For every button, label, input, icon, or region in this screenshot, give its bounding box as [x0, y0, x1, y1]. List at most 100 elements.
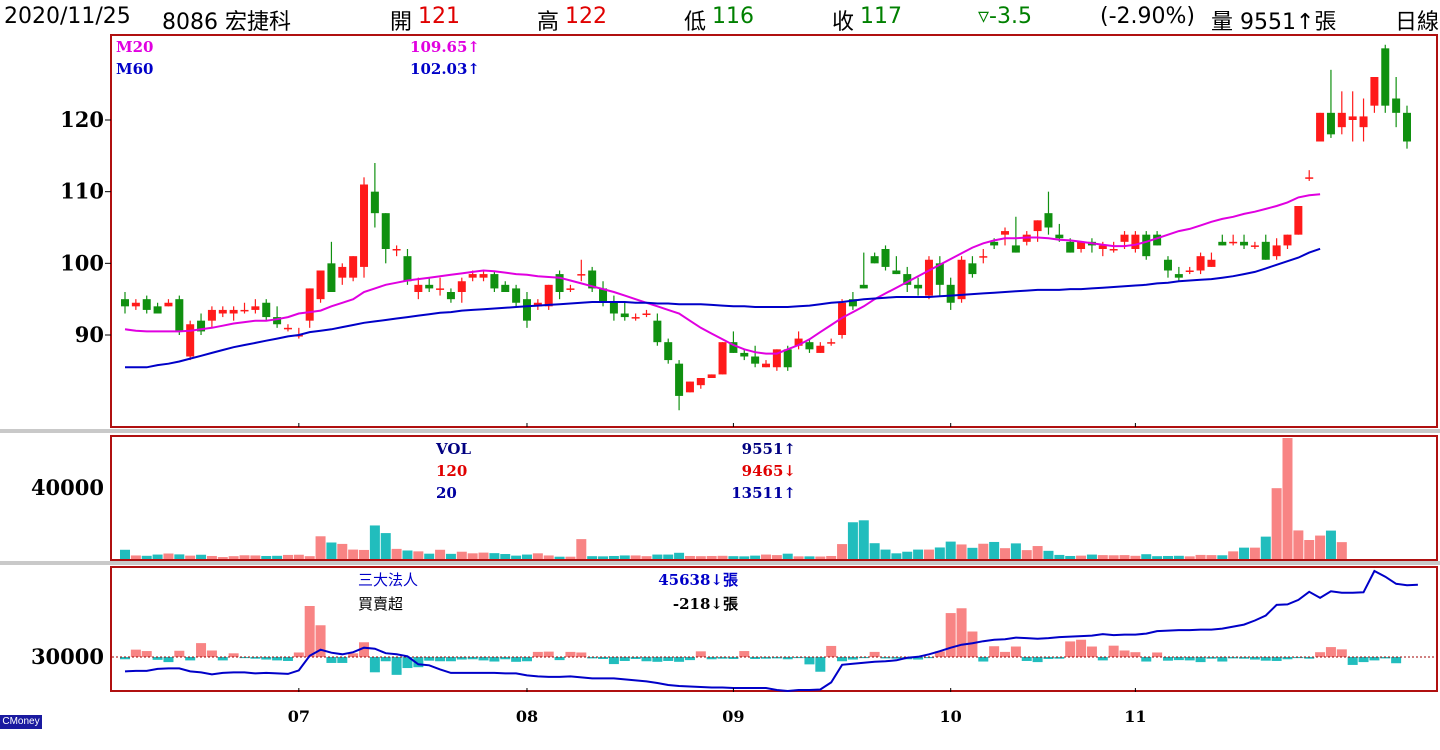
ma20-vol-value: 13511↑	[731, 484, 796, 502]
change-value: ▿-3.5	[978, 4, 1032, 29]
candle-body	[740, 352, 749, 357]
candle-body	[577, 274, 586, 276]
candle-body	[1174, 274, 1183, 278]
candle-body	[609, 302, 618, 314]
period-label: 日線	[1395, 10, 1440, 35]
volume-bar	[152, 554, 163, 559]
candle-body	[599, 288, 608, 303]
volume-tick-label: 40000	[31, 475, 104, 500]
inst-net-bar	[1304, 657, 1315, 659]
candle-body	[490, 274, 499, 289]
candle-body	[990, 241, 999, 246]
volume-bar	[228, 556, 239, 559]
high-value: 122	[565, 4, 607, 29]
inst-net-bar	[684, 657, 695, 661]
candle-body	[892, 270, 901, 275]
candle-body	[283, 327, 292, 330]
inst-net-bar	[717, 657, 728, 659]
candle-body	[924, 259, 933, 296]
inst-title-value: 45638↓張	[658, 571, 739, 589]
price-panel-frame	[110, 34, 1438, 428]
volume-bar	[185, 555, 196, 559]
institution-legend-box	[354, 568, 742, 614]
inst-net-bar	[293, 652, 304, 657]
candle-body	[1240, 241, 1249, 246]
inst-net-bar	[543, 651, 554, 657]
volume-bar	[348, 549, 359, 559]
inst-net-bar	[1141, 657, 1152, 662]
m60-value: 102.03↑	[410, 60, 480, 78]
volume-bars	[120, 438, 1347, 559]
candle-body	[251, 306, 260, 310]
volume-bar	[1086, 554, 1097, 559]
high-label: 高	[537, 10, 560, 35]
volume-bar	[1271, 488, 1282, 559]
inst-net-bar	[1032, 657, 1043, 663]
candle-body	[1370, 77, 1379, 106]
low-label: 低	[684, 10, 707, 35]
volume-bar	[695, 556, 706, 559]
candle-body	[1077, 241, 1086, 249]
volume-bar	[869, 543, 880, 559]
inst-net-bar	[1249, 657, 1260, 660]
inst-net-bar	[1260, 657, 1271, 661]
inst-net-bar	[630, 657, 641, 659]
volume-bar	[359, 549, 370, 559]
inst-net-bar	[456, 657, 467, 660]
candle-body	[1142, 234, 1151, 257]
volume-bar	[956, 544, 967, 559]
inst-net-bar	[1065, 641, 1076, 657]
inst-net-bar	[196, 643, 207, 657]
candle-body	[1120, 234, 1129, 242]
inst-cumulative-line	[124, 569, 1418, 693]
price-tick-label: 120	[60, 107, 104, 132]
ma20-line	[124, 193, 1321, 355]
close-label: 收	[832, 10, 855, 35]
volume-bar	[1217, 555, 1228, 559]
inst-net-bar	[130, 649, 141, 657]
inst-net-bar	[1000, 651, 1011, 657]
volume-bar	[456, 551, 467, 559]
volume-bar	[250, 555, 261, 559]
candle-body	[414, 284, 423, 292]
candle-body	[718, 342, 727, 375]
inst-net-bar	[282, 657, 293, 661]
vol-label: VOL	[435, 440, 471, 458]
inst-net-bar	[261, 657, 272, 660]
volume-bar	[1336, 542, 1347, 559]
volume-bar	[402, 550, 413, 559]
candle-body	[968, 263, 977, 275]
volume-bar	[858, 520, 869, 559]
volume-bar	[445, 553, 456, 559]
inst-net-bar	[402, 657, 413, 669]
candle-body	[1033, 220, 1042, 232]
candle-body	[827, 342, 836, 344]
volume-bar	[576, 539, 587, 559]
inst-net-bar	[1184, 657, 1195, 661]
inst-net-bar	[869, 651, 880, 657]
inst-net-bar	[315, 625, 326, 657]
m60-label: M60	[116, 60, 153, 78]
panel-separator	[0, 429, 1440, 433]
candle-body	[273, 317, 282, 325]
inst-net-bar	[1010, 646, 1021, 657]
inst-net-bar	[369, 657, 380, 673]
volume-bar	[728, 556, 739, 559]
candle-body	[197, 320, 206, 332]
candle-body	[468, 274, 477, 278]
x-tick-label: 09	[722, 707, 744, 726]
inst-net-bar	[348, 653, 359, 657]
open-value: 121	[418, 4, 460, 29]
candle-body	[1294, 206, 1303, 235]
inst-net-bar	[619, 657, 630, 661]
candle-body	[946, 284, 955, 303]
candle-body	[979, 256, 988, 258]
volume-bar	[1097, 555, 1108, 559]
candle-body	[1011, 245, 1020, 253]
price-tick-label: 110	[60, 179, 104, 204]
inst-net-bar	[163, 657, 174, 663]
inst-net-bar	[467, 657, 478, 660]
inst-net-label: 買賣超	[358, 595, 403, 613]
volume-bar	[967, 547, 978, 559]
volume-bar	[706, 555, 717, 559]
